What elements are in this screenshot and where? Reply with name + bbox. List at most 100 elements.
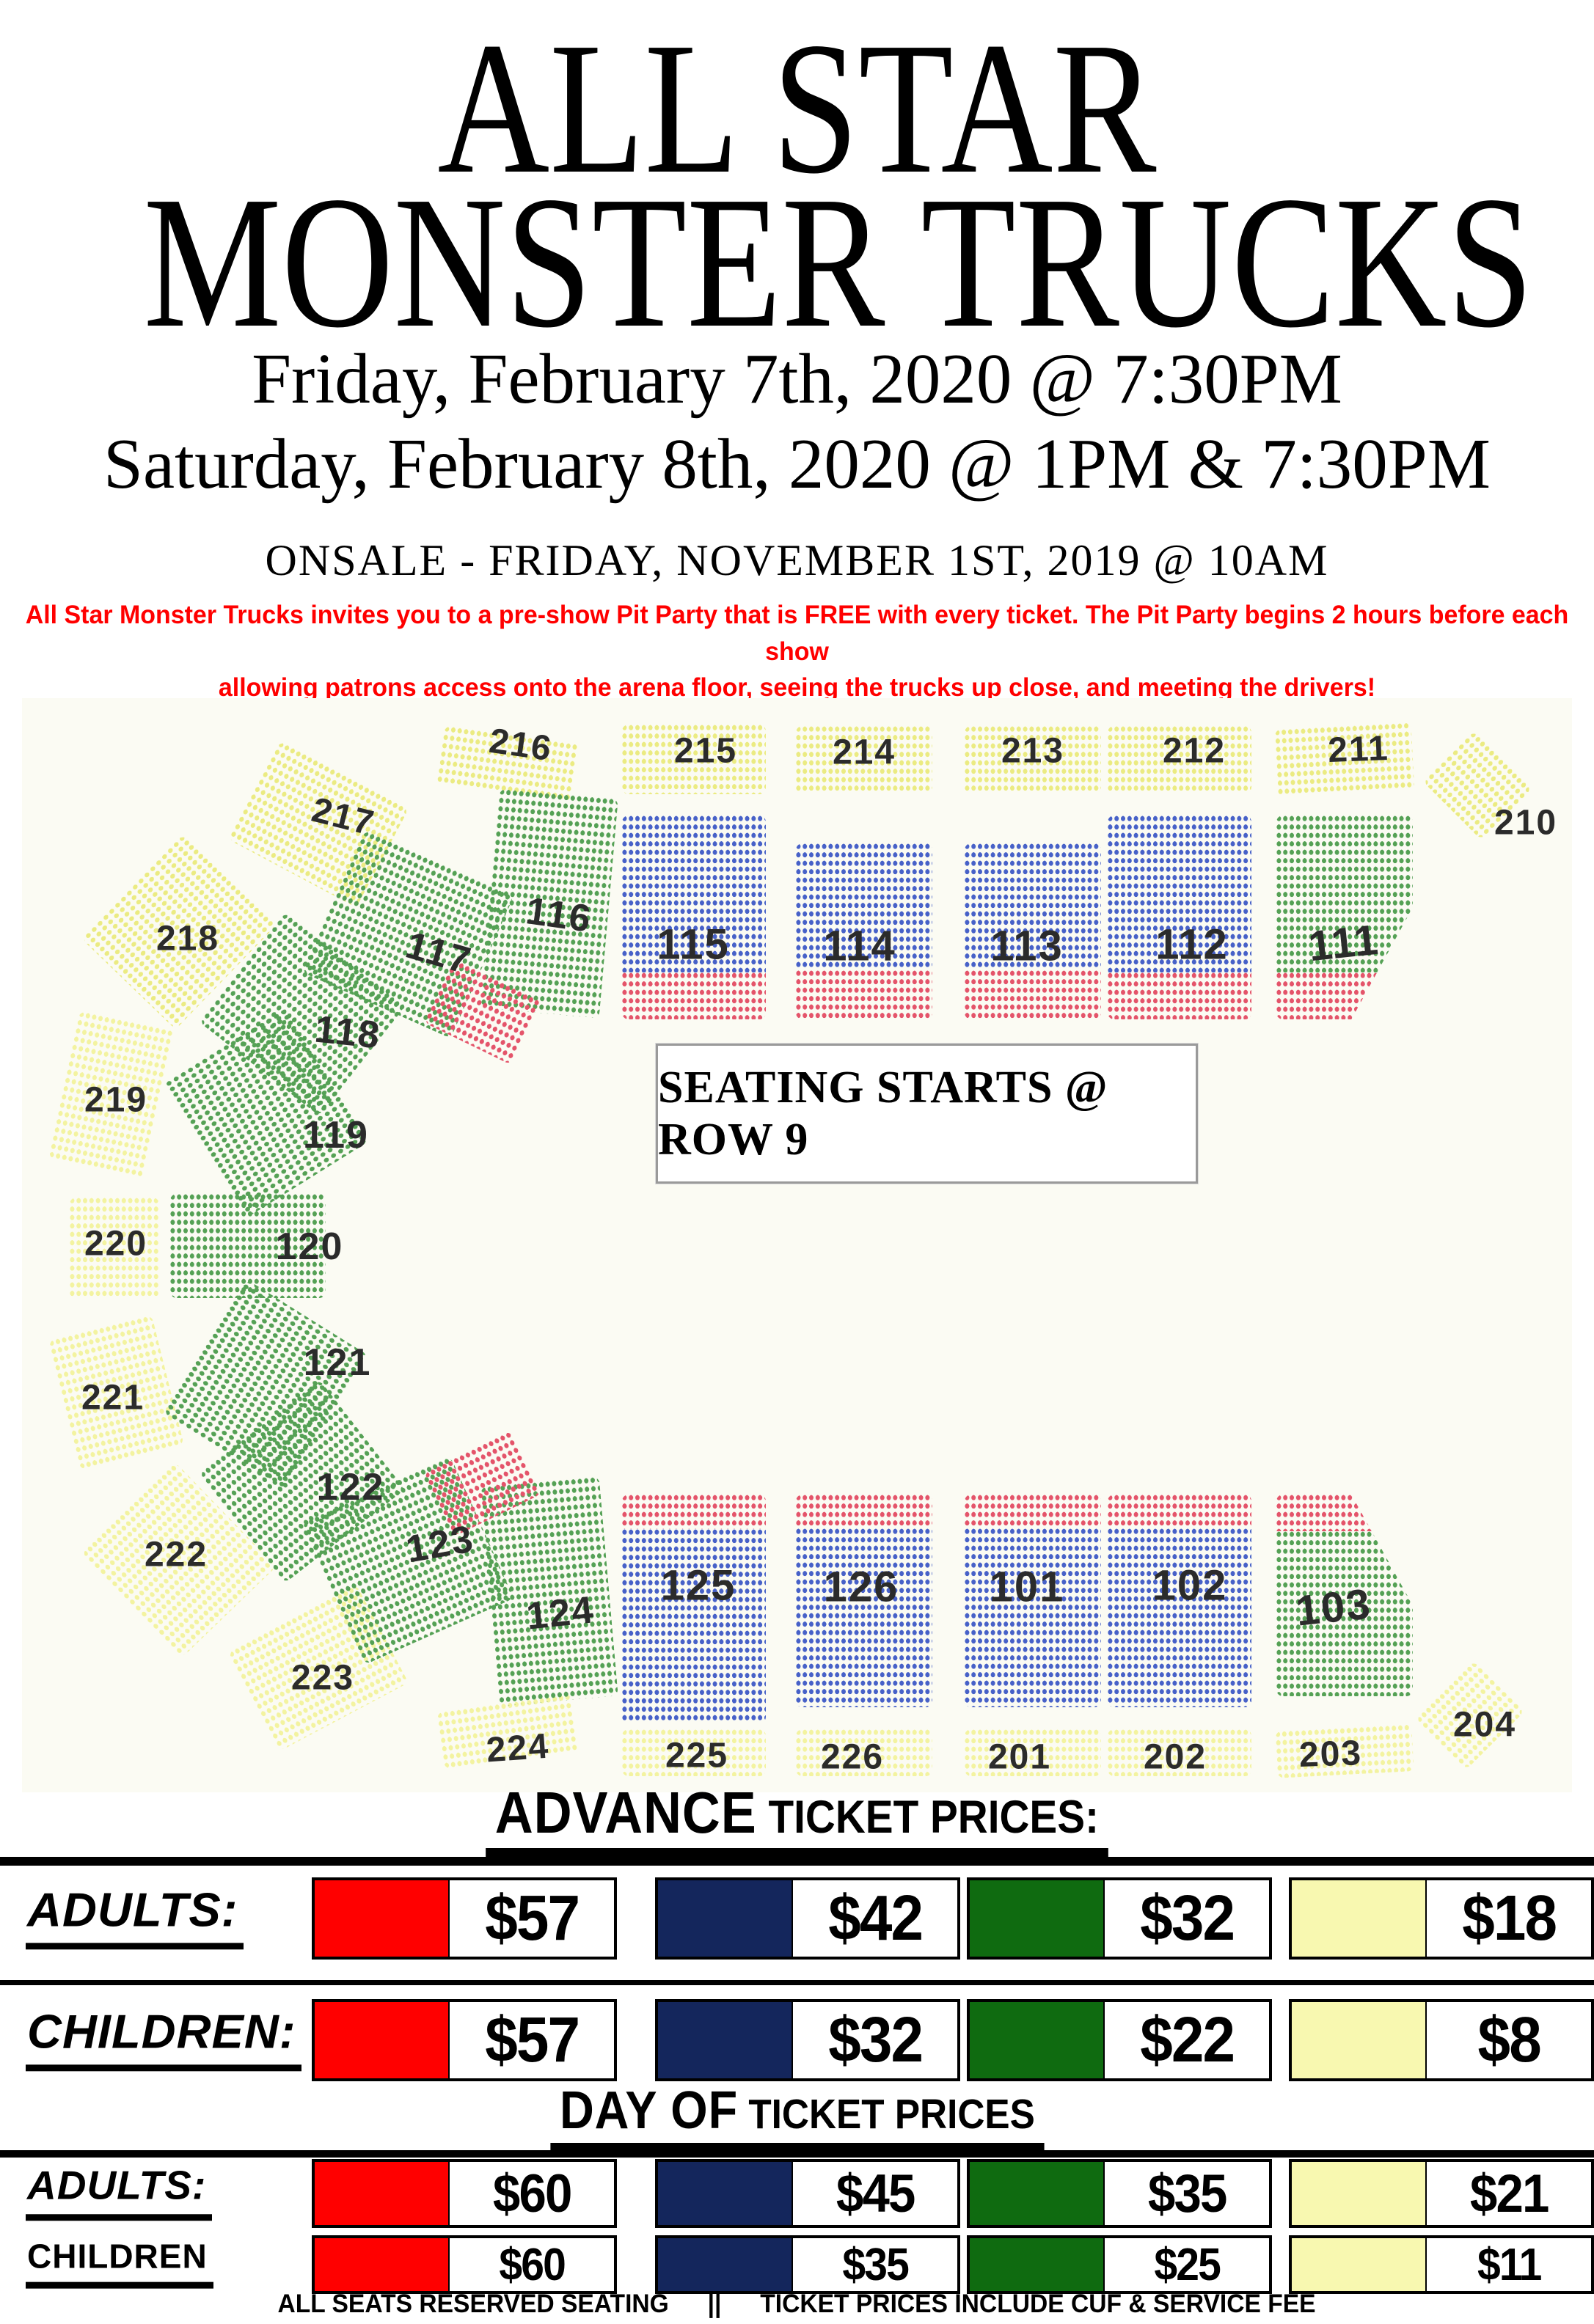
show-date-2: Saturday, February 8th, 2020 @ 1PM & 7:3… bbox=[103, 425, 1491, 503]
seat-section-222 bbox=[81, 1462, 277, 1658]
price-row-label: CHILDREN bbox=[26, 2237, 213, 2289]
seat-section-219 bbox=[48, 1011, 175, 1179]
seat-band bbox=[1422, 730, 1532, 840]
price-color-swatch-green bbox=[970, 2162, 1105, 2225]
seat-section-label-224: 224 bbox=[485, 1726, 551, 1770]
seat-section-126 bbox=[796, 1495, 932, 1707]
seat-section-226 bbox=[796, 1729, 932, 1776]
price-color-swatch-red bbox=[315, 2002, 450, 2078]
seat-section-label-126: 126 bbox=[823, 1563, 899, 1611]
day-of-prices-heading: DAY OF TICKET PRICES bbox=[0, 2084, 1594, 2152]
seat-section-220 bbox=[70, 1198, 159, 1299]
seat-band bbox=[48, 1011, 175, 1179]
price-color-swatch-yellow bbox=[1292, 1880, 1427, 1957]
seat-section-119 bbox=[163, 1008, 369, 1218]
seat-band bbox=[1108, 1528, 1251, 1707]
seat-section-210 bbox=[1422, 730, 1532, 840]
seat-section-101 bbox=[965, 1495, 1101, 1707]
seat-band bbox=[1108, 972, 1251, 1019]
day-of-heading-small: TICKET PRICES bbox=[737, 2091, 1035, 2138]
price-color-swatch-green bbox=[970, 1880, 1105, 1957]
seat-band bbox=[965, 969, 1101, 1019]
seat-section-216 bbox=[436, 725, 580, 803]
price-cell-red: $57 bbox=[312, 1999, 617, 2081]
seat-section-102 bbox=[1108, 1495, 1251, 1707]
event-title-line1: ALL STAR bbox=[437, 3, 1157, 213]
seat-section-label-210: 210 bbox=[1494, 803, 1558, 843]
price-color-swatch-red bbox=[315, 2162, 450, 2225]
divider-rule bbox=[0, 2150, 1594, 2158]
seat-section-label-218: 218 bbox=[156, 919, 220, 958]
seat-section-215 bbox=[622, 725, 766, 794]
footer-note: ALL SEATS RESERVED SEATING || TICKET PRICE… bbox=[0, 2290, 1594, 2324]
price-value: $57 bbox=[484, 1883, 580, 1954]
seat-band bbox=[227, 1584, 409, 1751]
seat-band bbox=[622, 725, 766, 794]
price-value: $60 bbox=[492, 2163, 572, 2224]
seat-section-115 bbox=[622, 815, 766, 1019]
seat-section-label-122: 122 bbox=[316, 1466, 385, 1509]
price-cell-navy: $45 bbox=[655, 2159, 960, 2228]
seat-band bbox=[436, 725, 580, 803]
seat-band bbox=[1276, 1531, 1413, 1696]
seat-band bbox=[423, 1430, 542, 1537]
seat-band bbox=[1108, 1495, 1251, 1529]
price-value: $25 bbox=[1153, 2239, 1221, 2290]
seat-band bbox=[622, 1528, 766, 1723]
price-value: $60 bbox=[498, 2239, 566, 2290]
seat-section-label-222: 222 bbox=[144, 1535, 208, 1575]
price-color-swatch-red bbox=[315, 2238, 450, 2291]
seat-section-front-row-top bbox=[423, 958, 542, 1066]
advance-heading-big: ADVANCE bbox=[494, 1780, 757, 1845]
footer-left: ALL SEATS RESERVED SEATING bbox=[277, 2290, 670, 2318]
price-cell-green: $32 bbox=[967, 1877, 1272, 1960]
seat-section-203 bbox=[1275, 1724, 1414, 1778]
price-cell-green: $22 bbox=[967, 1999, 1272, 2081]
seat-section-label-116: 116 bbox=[523, 890, 595, 941]
seat-section-label-220: 220 bbox=[84, 1224, 148, 1264]
seat-section-201 bbox=[965, 1729, 1101, 1776]
price-color-swatch-green bbox=[970, 2238, 1105, 2291]
seat-section-218 bbox=[81, 834, 277, 1030]
seat-section-111 bbox=[1276, 815, 1413, 1019]
seat-band bbox=[163, 1008, 369, 1218]
price-row-advance-adults: ADULTS: $57 $42 $32 $18 bbox=[0, 1877, 1594, 1960]
price-cell-red: $60 bbox=[312, 2159, 617, 2228]
seat-section-221 bbox=[48, 1315, 184, 1470]
seat-band bbox=[622, 815, 766, 973]
seat-section-front-row-bottom bbox=[423, 1430, 542, 1537]
seat-section-116 bbox=[480, 788, 618, 1019]
price-color-swatch-navy bbox=[658, 2162, 793, 2225]
price-color-swatch-navy bbox=[658, 2238, 793, 2291]
seat-section-113 bbox=[965, 843, 1101, 1019]
seat-band bbox=[199, 1379, 406, 1583]
event-title-line2: MONSTER TRUCKS bbox=[143, 157, 1534, 367]
price-cell-navy: $32 bbox=[655, 1999, 960, 2081]
seat-section-112 bbox=[1108, 815, 1251, 1019]
onsale-line: ONSALE - FRIDAY, NOVEMBER 1ST, 2019 @ 10… bbox=[265, 536, 1329, 584]
price-cell-navy: $42 bbox=[655, 1877, 960, 1960]
footer-separator: || bbox=[708, 2290, 722, 2318]
price-color-swatch-green bbox=[970, 2002, 1105, 2078]
price-value: $35 bbox=[1147, 2163, 1227, 2224]
seat-section-212 bbox=[1108, 726, 1251, 793]
seat-section-225 bbox=[622, 1729, 766, 1776]
price-color-swatch-yellow bbox=[1292, 2238, 1427, 2291]
seat-band bbox=[1415, 1660, 1525, 1770]
seat-band bbox=[423, 958, 542, 1066]
seat-section-121 bbox=[163, 1279, 369, 1489]
price-cell-yellow: $21 bbox=[1289, 2159, 1594, 2228]
day-of-heading-big: DAY OF bbox=[559, 2081, 738, 2140]
divider-rule bbox=[0, 1980, 1594, 1985]
seat-band bbox=[622, 1495, 766, 1529]
seat-section-label-211: 211 bbox=[1327, 729, 1390, 770]
price-row-label: ADULTS: bbox=[26, 1882, 244, 1950]
advance-prices-heading: ADVANCE TICKET PRICES: bbox=[0, 1784, 1594, 1858]
price-color-swatch-navy bbox=[658, 2002, 793, 2078]
seat-section-label-212: 212 bbox=[1162, 731, 1226, 771]
seat-band bbox=[965, 1729, 1101, 1776]
price-cell-green: $35 bbox=[967, 2159, 1272, 2228]
price-row-advance-children: CHILDREN: $57 $32 $22 $8 bbox=[0, 1999, 1594, 2081]
seat-section-label-202: 202 bbox=[1143, 1737, 1207, 1777]
seat-section-label-123: 123 bbox=[403, 1517, 478, 1572]
